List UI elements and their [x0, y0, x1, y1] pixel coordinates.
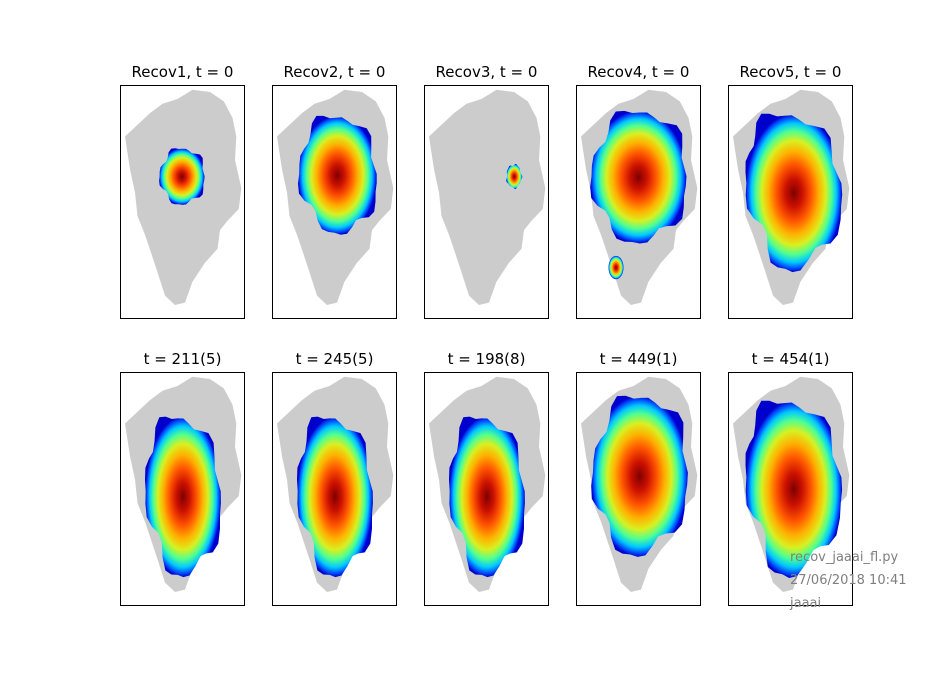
panel-frame [424, 372, 549, 606]
panel-grid: Recov1, t = 0 Recov2, t = 0 Recov3, t = 0 R… [120, 63, 853, 606]
panel-frame [272, 372, 397, 606]
panel-title: t = 211(5) [144, 350, 222, 368]
panel-9: t = 449(1) [576, 350, 701, 606]
footer-script-name: recov_jaaai_fl.py [790, 550, 899, 565]
ice-thickness-field [745, 400, 843, 578]
panel-5: Recov5, t = 0 [728, 63, 853, 319]
panel-title: Recov3, t = 0 [436, 63, 538, 81]
panel-frame [120, 85, 245, 319]
ice-thickness-field [145, 416, 221, 578]
footer-timestamp: 27/06/2018 10:41 [790, 573, 907, 588]
panel-1: Recov1, t = 0 [120, 63, 245, 319]
ice-thickness-field [449, 416, 525, 578]
panel-title: Recov5, t = 0 [740, 63, 842, 81]
panel-8: t = 198(8) [424, 350, 549, 606]
ice-thickness-field [590, 110, 687, 244]
panel-frame [120, 372, 245, 606]
ice-thickness-field [506, 164, 523, 190]
panel-title: Recov4, t = 0 [588, 63, 690, 81]
ice-thickness-field [745, 113, 843, 273]
panel-7: t = 245(5) [272, 350, 397, 606]
footer-user: jaaai [790, 596, 822, 611]
panel-title: t = 245(5) [296, 350, 374, 368]
panel-10: t = 454(1) [728, 350, 853, 606]
panel-frame [728, 372, 853, 606]
panel-6: t = 211(5) [120, 350, 245, 606]
panel-title: t = 198(8) [448, 350, 526, 368]
ice-thickness-patch [608, 255, 624, 280]
panel-frame [728, 85, 853, 319]
panel-frame [576, 85, 701, 319]
panel-frame [272, 85, 397, 319]
panel-title: t = 454(1) [752, 350, 830, 368]
panel-frame [576, 372, 701, 606]
panel-2: Recov2, t = 0 [272, 63, 397, 319]
panel-frame [424, 85, 549, 319]
ice-thickness-field [159, 148, 205, 205]
panel-3: Recov3, t = 0 [424, 63, 549, 319]
panel-title: t = 449(1) [600, 350, 678, 368]
panel-4: Recov4, t = 0 [576, 63, 701, 319]
ice-thickness-field [591, 395, 688, 557]
panel-title: Recov2, t = 0 [284, 63, 386, 81]
ice-thickness-field [297, 416, 373, 578]
land-mask [429, 89, 546, 305]
panel-title: Recov1, t = 0 [132, 63, 234, 81]
ice-thickness-field [298, 115, 377, 235]
